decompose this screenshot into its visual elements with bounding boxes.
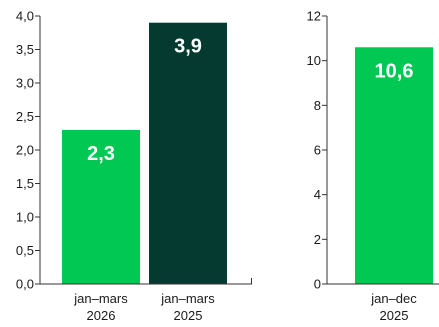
- x-category-label-chart1-2-line2: 2025: [174, 308, 203, 322]
- y-tick-label-chart1-3: 1,5: [16, 176, 34, 191]
- y-tick-label-chart1-4: 2,0: [16, 143, 34, 158]
- x-category-label-chart2-1-line1: jan–dec: [370, 291, 417, 306]
- y-tick-label-chart2-2: 4: [314, 187, 321, 202]
- y-tick-label-chart2-0: 0: [314, 277, 321, 292]
- y-tick-label-chart1-8: 4,0: [16, 9, 34, 24]
- bar-chart2-1: [355, 47, 433, 285]
- y-tick-label-chart1-6: 3,0: [16, 76, 34, 91]
- x-category-label-chart1-1-line1: jan–mars: [73, 291, 128, 306]
- y-tick-label-chart2-6: 12: [307, 9, 321, 24]
- y-tick-label-chart2-1: 2: [314, 232, 321, 247]
- y-tick-label-chart1-2: 1,0: [16, 210, 34, 225]
- y-tick-label-chart1-1: 0,5: [16, 243, 34, 258]
- bar-chart1-1: [62, 129, 140, 284]
- data-label-chart1-2: 3,9: [174, 36, 202, 58]
- x-category-label-chart1-1-line2: 2026: [87, 308, 116, 322]
- x-category-label-chart2-1-line2: 2025: [380, 308, 409, 322]
- bar-chart1-2: [149, 22, 227, 284]
- y-tick-label-chart1-5: 2,5: [16, 109, 34, 124]
- y-tick-label-chart2-4: 8: [314, 98, 321, 113]
- y-tick-label-chart2-5: 10: [307, 53, 321, 68]
- data-label-chart2-1: 10,6: [375, 60, 414, 82]
- x-category-label-chart1-2-line1: jan–mars: [160, 291, 215, 306]
- y-tick-label-chart2-3: 6: [314, 143, 321, 158]
- y-tick-label-chart1-7: 3,5: [16, 42, 34, 57]
- y-tick-label-chart1-0: 0,0: [16, 277, 34, 292]
- data-label-chart1-1: 2,3: [87, 143, 115, 165]
